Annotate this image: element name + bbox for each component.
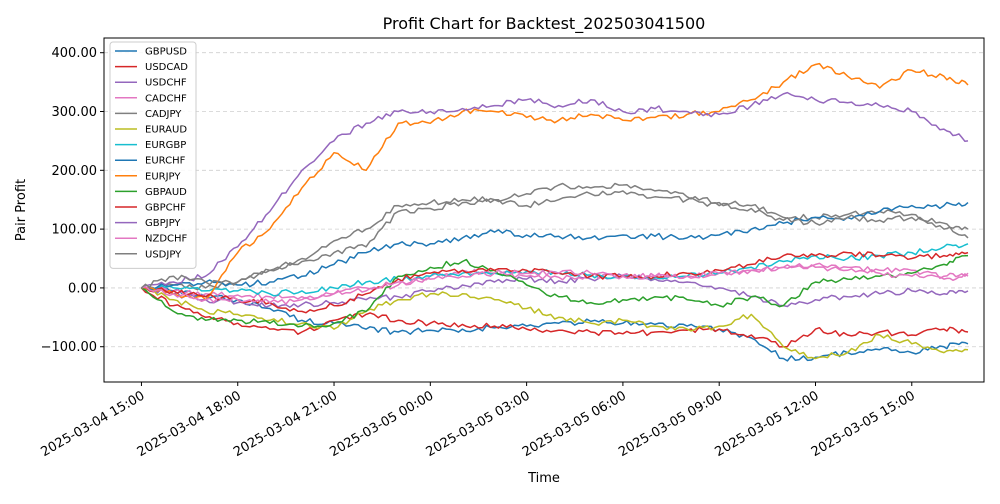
series-layer	[140, 62, 969, 362]
y-axis: −100.00 0.00 100.00 200.00 300.00 400.00	[41, 46, 104, 355]
x-tick-label: 2025-03-05 00:00	[327, 388, 436, 460]
legend-label: GBPJPY	[145, 218, 181, 229]
x-tick-label: 2025-03-04 15:00	[38, 388, 147, 460]
legend: GBPUSD USDCAD USDCHF CADCHF CADJPY EURAUD EURG…	[109, 41, 197, 269]
legend-label: EURCHF	[145, 156, 186, 167]
x-tick-label: 2025-03-05 03:00	[424, 388, 533, 460]
x-axis-label: Time	[527, 471, 560, 486]
y-tick-label: 0.00	[68, 281, 97, 296]
series-line-usdchf	[140, 273, 969, 308]
x-tick-label: 2025-03-05 09:00	[616, 388, 725, 460]
legend-label: USDCHF	[145, 78, 187, 89]
legend-label: CADJPY	[145, 109, 182, 120]
y-tick-label: 100.00	[52, 223, 98, 238]
series-line-eurjpy	[141, 62, 969, 301]
plot-frame	[103, 37, 985, 383]
x-tick-label: 2025-03-05 06:00	[520, 388, 629, 460]
series-line-usdjpy	[140, 190, 969, 289]
y-axis-label: Pair Profit	[14, 179, 29, 241]
legend-label: GBPCHF	[145, 203, 186, 214]
x-tick-label: 2025-03-04 18:00	[135, 388, 244, 460]
chart-title: Profit Chart for Backtest_202503041500	[383, 14, 706, 34]
series-line-gbpjpy	[141, 91, 969, 289]
legend-label: GBPAUD	[145, 187, 187, 198]
y-tick-label: 400.00	[52, 46, 98, 61]
legend-label: USDCAD	[145, 62, 188, 73]
series-line-cadjpy	[141, 182, 969, 291]
series-line-euraud	[141, 287, 969, 360]
legend-label: EURAUD	[145, 125, 187, 136]
y-tick-label: −100.00	[41, 340, 97, 355]
x-tick-label: 2025-03-05 15:00	[809, 388, 918, 460]
legend-label: USDJPY	[145, 249, 182, 260]
legend-label: GBPUSD	[145, 47, 187, 58]
legend-box	[109, 41, 197, 269]
series-line-nzdchf	[141, 264, 969, 305]
legend-label: EURGBP	[145, 140, 186, 151]
legend-label: NZDCHF	[145, 234, 188, 245]
x-tick-label: 2025-03-04 21:00	[231, 388, 340, 460]
x-tick-label: 2025-03-05 12:00	[713, 388, 822, 460]
series-line-gbpusd	[140, 286, 969, 362]
y-tick-label: 300.00	[52, 105, 98, 120]
series-line-cadchf	[141, 262, 969, 300]
y-tick-label: 200.00	[52, 164, 98, 179]
legend-label: CADCHF	[145, 93, 187, 104]
legend-label: EURJPY	[145, 171, 181, 182]
series-line-usdcad	[140, 287, 969, 348]
series-line-gbpaud	[141, 254, 969, 328]
